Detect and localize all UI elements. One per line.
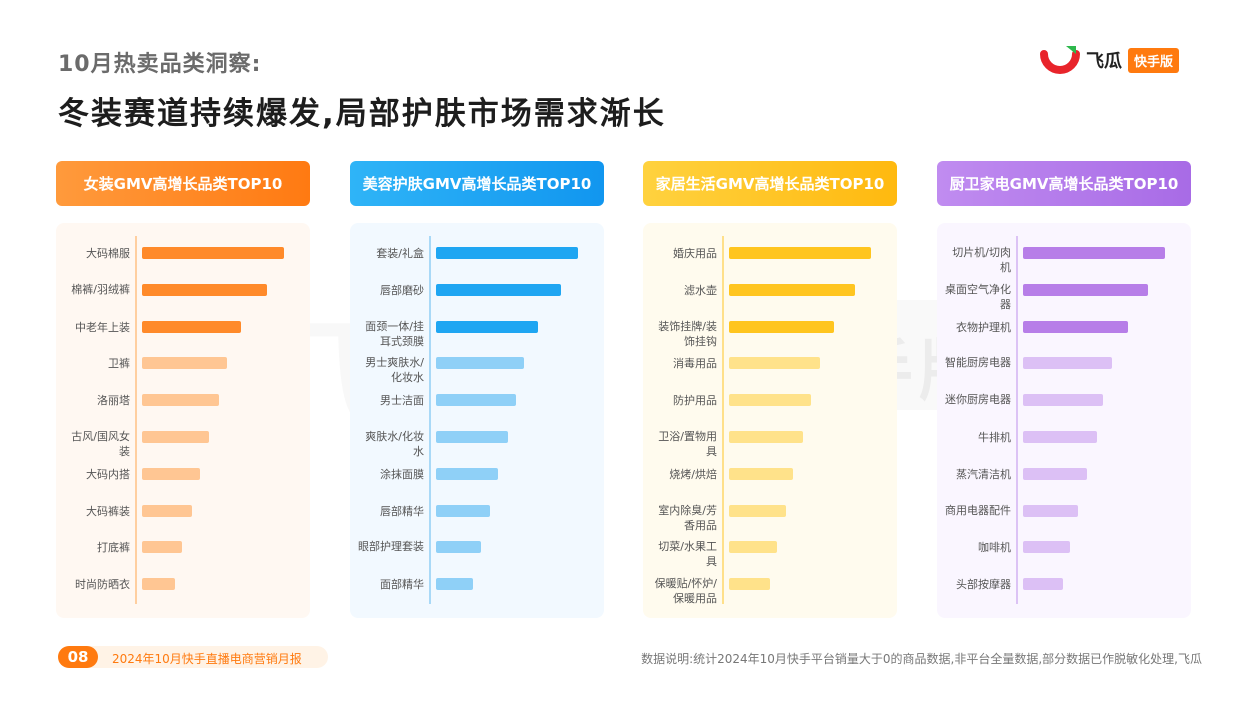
bar: [1023, 467, 1087, 480]
category-label: 眼部护理套装: [358, 540, 424, 554]
bar: [729, 357, 820, 370]
category-axis: [135, 236, 137, 604]
bar: [142, 394, 219, 407]
bar: [142, 320, 242, 333]
panel-header-2: 美容护肤GMV高增长品类TOP10: [350, 161, 604, 206]
bar: [1023, 394, 1103, 407]
bar: [142, 467, 201, 480]
logo-mark-icon: [1040, 46, 1080, 74]
category-label: 装饰挂牌/装饰挂钩: [658, 319, 717, 348]
category-label: 商用电器配件: [945, 503, 1011, 517]
bar: [1023, 247, 1165, 259]
category-label: 消毒用品: [673, 357, 717, 371]
category-label: 卫裤: [108, 357, 130, 371]
category-label: 切菜/水果工具: [658, 540, 717, 569]
bar: [1023, 541, 1070, 554]
bar: [436, 247, 578, 259]
report-name: 2024年10月快手直播电商营销月报: [112, 652, 302, 666]
bar: [729, 247, 871, 259]
bar: [142, 541, 182, 554]
category-label: 大码内搭: [86, 467, 130, 481]
category-label: 蒸汽清洁机: [956, 467, 1011, 481]
bar: [1023, 578, 1063, 591]
category-label: 保暖贴/怀炉/保暖用品: [654, 577, 717, 606]
logo-badge: 快手版: [1128, 47, 1180, 73]
logo-text: 飞瓜: [1086, 51, 1122, 72]
category-label: 滤水壶: [684, 283, 717, 297]
bar: [436, 394, 516, 407]
category-label: 防护用品: [673, 394, 717, 408]
category-label: 面颈一体/挂耳式颈膜: [365, 319, 424, 348]
bar: [729, 431, 803, 443]
bar: [1023, 320, 1129, 333]
bar: [436, 467, 499, 480]
category-label: 卫浴/置物用具: [658, 430, 717, 458]
panel-header-4: 厨卫家电GMV高增长品类TOP10: [937, 161, 1191, 206]
bar: [436, 283, 561, 296]
category-label: 烧烤/烘焙: [669, 467, 717, 481]
category-label: 衣物护理机: [956, 320, 1011, 334]
bar: [142, 504, 192, 517]
category-label: 唇部磨砂: [380, 283, 424, 297]
page-number: 08: [58, 646, 98, 668]
bar: [142, 357, 228, 370]
category-label: 婚庆用品: [673, 247, 717, 260]
category-label: 面部精华: [380, 578, 424, 592]
category-label: 咖啡机: [978, 541, 1011, 555]
category-label: 中老年上装: [75, 320, 130, 334]
category-label: 切片机/切肉机: [952, 246, 1011, 274]
bar: [729, 504, 786, 517]
category-label: 套装/礼盒: [376, 247, 424, 260]
category-label: 迷你厨房电器: [945, 393, 1011, 407]
category-label: 桌面空气净化器: [945, 282, 1011, 311]
panel-header-1: 女装GMV高增长品类TOP10: [56, 161, 310, 206]
bar: [142, 247, 284, 259]
bar: [1023, 357, 1113, 370]
category-axis: [429, 236, 431, 604]
bar: [729, 394, 812, 407]
bar: [436, 578, 473, 591]
bar: [729, 283, 856, 296]
category-label: 涂抹面膜: [380, 467, 424, 481]
category-label: 男士洁面: [380, 394, 424, 408]
footer-badge: [58, 646, 328, 668]
category-label: 洛丽塔: [97, 394, 130, 408]
category-label: 头部按摩器: [956, 578, 1011, 592]
bar: [729, 320, 835, 333]
feigua-logo: 飞瓜 快手版: [1040, 44, 1180, 76]
bar: [729, 467, 793, 480]
panel-header-3: 家居生活GMV高增长品类TOP10: [643, 161, 897, 206]
category-label: 唇部精华: [380, 504, 424, 518]
bar: [436, 357, 525, 370]
bar: [729, 578, 771, 591]
category-label: 大码裤装: [86, 504, 130, 518]
page-subtitle: 10月热卖品类洞察:: [58, 52, 262, 77]
bar: [1023, 283, 1148, 296]
category-axis: [722, 236, 724, 604]
category-label: 室内除臭/芳香用品: [658, 503, 717, 532]
category-label: 牛排机: [978, 431, 1011, 444]
category-label: 智能厨房电器: [945, 356, 1011, 370]
category-label: 棉裤/羽绒裤: [71, 282, 130, 296]
bar: [1023, 431, 1097, 443]
category-label: 古风/国风女装: [71, 430, 130, 458]
bar: [436, 431, 509, 443]
category-label: 时尚防晒衣: [75, 578, 130, 592]
bar: [436, 320, 539, 333]
bar: [436, 541, 482, 554]
category-label: 打底裤: [97, 541, 130, 555]
category-label: 爽肤水/化妆水: [365, 430, 424, 458]
category-axis: [1016, 236, 1018, 604]
data-note: 数据说明:统计2024年10月快手平台销量大于0的商品数据,非平台全量数据,部分…: [641, 652, 1202, 666]
bar: [1023, 504, 1079, 517]
bar: [142, 578, 175, 591]
page-title: 冬装赛道持续爆发,局部护肤市场需求渐长: [58, 96, 666, 132]
category-label: 大码棉服: [86, 247, 130, 260]
bar: [729, 541, 778, 554]
category-label: 男士爽肤水/化妆水: [365, 356, 424, 385]
bar: [142, 431, 209, 443]
bar: [142, 283, 267, 296]
bar: [436, 504, 490, 517]
